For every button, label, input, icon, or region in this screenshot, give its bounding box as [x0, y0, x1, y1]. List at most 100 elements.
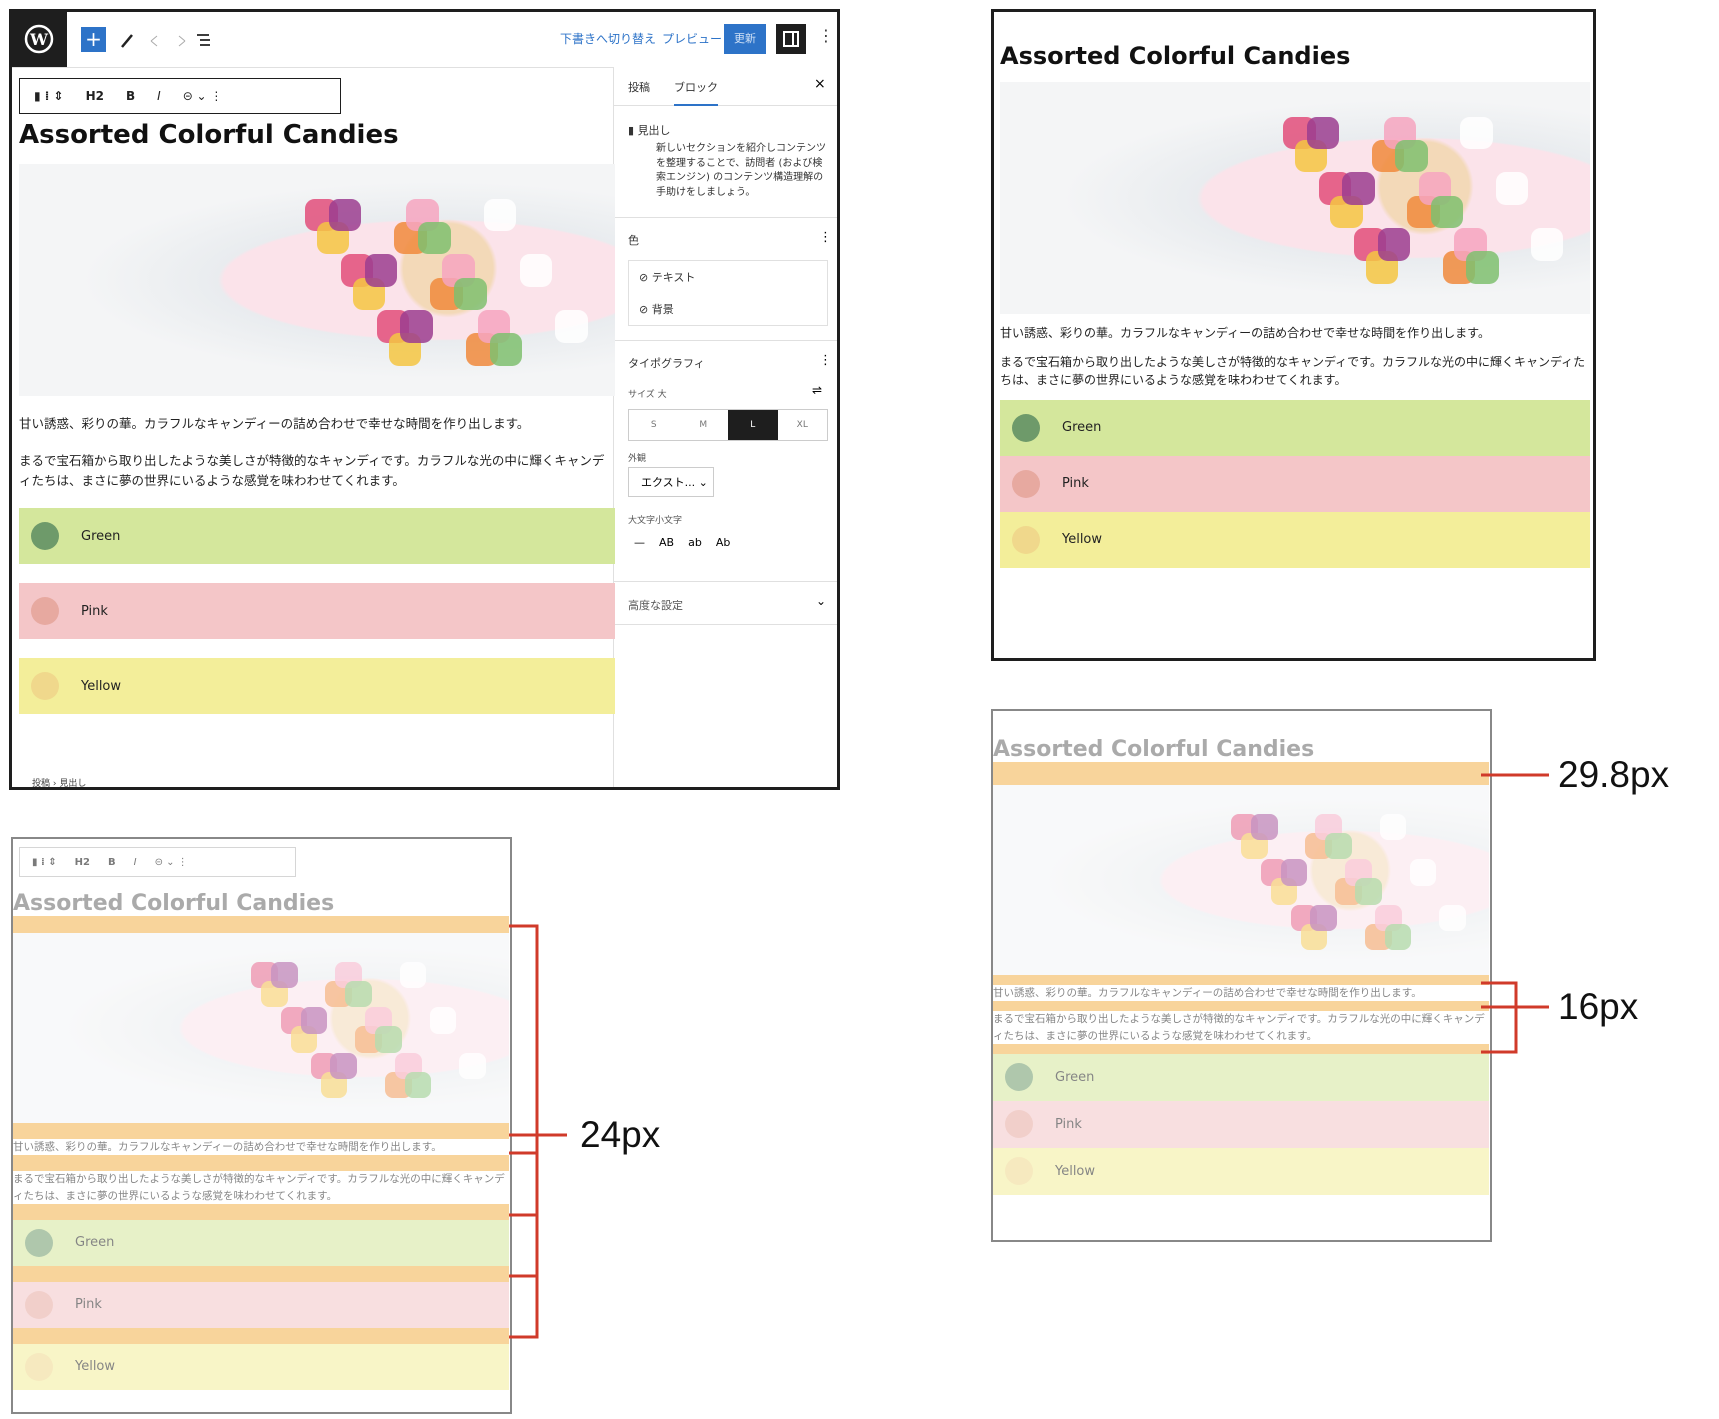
- advanced-panel[interactable]: 高度な設定 ⌄: [614, 581, 837, 625]
- size-option[interactable]: S: [650, 420, 657, 430]
- letter-case-option[interactable]: AB: [659, 536, 675, 549]
- tab-post[interactable]: 投稿: [628, 81, 650, 94]
- appearance-select[interactable]: エクスト... ⌄: [628, 467, 714, 497]
- color-text[interactable]: ⊘ テキスト: [639, 271, 696, 284]
- candy: [261, 980, 288, 1008]
- spacer: [19, 490, 615, 508]
- breadcrumb-item[interactable]: 投稿: [32, 779, 51, 789]
- bold[interactable]: B: [125, 89, 136, 103]
- spacing-highlight: [13, 1203, 509, 1220]
- candy: [1260, 859, 1288, 886]
- spacer: [19, 150, 615, 164]
- color-item: Pink: [19, 583, 615, 640]
- tab-block[interactable]: ブロック: [674, 79, 718, 106]
- spacer: [1000, 314, 1590, 324]
- close-sidebar[interactable]: ×: [814, 76, 826, 92]
- update-button[interactable]: 更新: [724, 24, 766, 54]
- block-card-title-text: 見出し: [637, 124, 671, 137]
- header-tools: [121, 34, 210, 48]
- candy: [1241, 832, 1268, 860]
- candy: [1395, 140, 1428, 173]
- size-option[interactable]: XL: [796, 420, 808, 430]
- appearance-label: 外観: [628, 454, 647, 464]
- candy: [1460, 116, 1493, 150]
- candy: [270, 961, 298, 989]
- letter-case-option[interactable]: —: [634, 536, 645, 549]
- color-background[interactable]: ⊘ 背景: [639, 303, 674, 316]
- spacer: [19, 396, 615, 414]
- spacing-highlight: [993, 975, 1489, 985]
- heading-level[interactable]: H2: [85, 89, 104, 103]
- candy: [400, 310, 433, 343]
- annotation: 29.8px: [1558, 754, 1670, 795]
- appearance-value: エクスト...: [641, 476, 696, 489]
- size-label: サイズ 大: [628, 390, 667, 400]
- letter-case-option[interactable]: Ab: [715, 536, 731, 549]
- paragraph: まるで宝石箱から取り出したような美しさが特徴的なキャンディです。カラフルな光の中…: [13, 1173, 505, 1202]
- candy: [459, 1052, 486, 1080]
- item-icon: [1012, 413, 1040, 442]
- item-label: Green: [75, 1235, 115, 1251]
- candy: [1231, 813, 1258, 841]
- candy: [1315, 813, 1342, 841]
- color-items: ⊘ テキスト ⊘ 背景: [628, 260, 828, 326]
- item-icon: [31, 522, 59, 551]
- toolbar-more[interactable]: ⊝ ⌄ ⋮: [182, 89, 223, 103]
- candy: [418, 222, 451, 255]
- more-menu[interactable]: ⋮: [818, 26, 834, 45]
- toolbar-more: ⊝ ⌄ ⋮: [154, 856, 188, 868]
- save-draft[interactable]: 下書きへ切り替え: [560, 32, 657, 46]
- candy: [345, 980, 372, 1008]
- spacer: [19, 564, 615, 583]
- block-card: ▮ 見出し 新しいセクションを紹介しコンテンツを整理することで、訪問者 (および…: [628, 119, 828, 200]
- preview[interactable]: プレビュー: [662, 32, 723, 46]
- wp-logo-icon: W: [24, 24, 54, 54]
- candy: [320, 1071, 348, 1099]
- spacer: [1000, 390, 1590, 400]
- post-content: Assorted Colorful Candies 甘い誘惑、彩りの華。カラフルな…: [1000, 42, 1590, 568]
- settings-toggle[interactable]: [776, 24, 806, 54]
- spacer: [1000, 343, 1590, 353]
- candy: [290, 1026, 318, 1053]
- spacing-highlight: [13, 1327, 509, 1344]
- color-background-label: 背景: [651, 303, 674, 316]
- italic[interactable]: I: [157, 89, 161, 103]
- candy: [330, 1052, 358, 1080]
- color-item: Green: [993, 1053, 1489, 1101]
- candy: [1300, 923, 1328, 951]
- candy: [1379, 813, 1407, 841]
- candy: [355, 1026, 382, 1053]
- spacing-highlight: [13, 1265, 509, 1282]
- wp-logo[interactable]: W: [12, 12, 67, 67]
- advanced-toggle: ⌄: [816, 594, 827, 608]
- size-custom[interactable]: ⇌: [812, 383, 823, 397]
- post-content: Assorted Colorful Candies 甘い誘惑、彩りの華。カラフルな…: [13, 891, 509, 1390]
- typography-label: タイポグラフィ: [628, 357, 705, 370]
- add-block-button[interactable]: +: [81, 27, 106, 52]
- paragraph: まるで宝石箱から取り出したような美しさが特徴的なキャンディです。カラフルな光の中…: [1000, 354, 1586, 388]
- breadcrumb: 投稿 › 見出し: [32, 779, 87, 789]
- candy-image: [13, 933, 509, 1123]
- color-item: Green: [19, 508, 615, 565]
- candy: [1280, 859, 1308, 886]
- candy: [555, 310, 588, 343]
- breadcrumb-item[interactable]: 見出し: [59, 779, 87, 789]
- letter-case-option[interactable]: ab: [688, 536, 702, 549]
- size-option[interactable]: L: [728, 410, 778, 440]
- candy: [1355, 878, 1382, 905]
- spacing-highlight: [993, 1001, 1489, 1012]
- color-item: Yellow: [19, 658, 615, 715]
- toolbar-icons[interactable]: ▮ ⁞ ⇕: [34, 89, 64, 103]
- letter-case-options: — AB ab Ab: [634, 536, 730, 549]
- block-toolbar: ▮ ⁞ ⇕ H2 B I ⊝ ⌄ ⋮: [19, 78, 341, 114]
- item-icon: [31, 597, 59, 626]
- color-item: Green: [1000, 399, 1590, 456]
- size-option[interactable]: M: [699, 420, 708, 430]
- color-menu[interactable]: ⋮: [819, 230, 832, 245]
- typography-menu[interactable]: ⋮: [819, 353, 832, 368]
- spacing-highlight: [993, 1043, 1489, 1054]
- item-label: Pink: [81, 603, 108, 619]
- item-icon: [25, 1290, 53, 1319]
- item-label: Green: [1055, 1069, 1095, 1085]
